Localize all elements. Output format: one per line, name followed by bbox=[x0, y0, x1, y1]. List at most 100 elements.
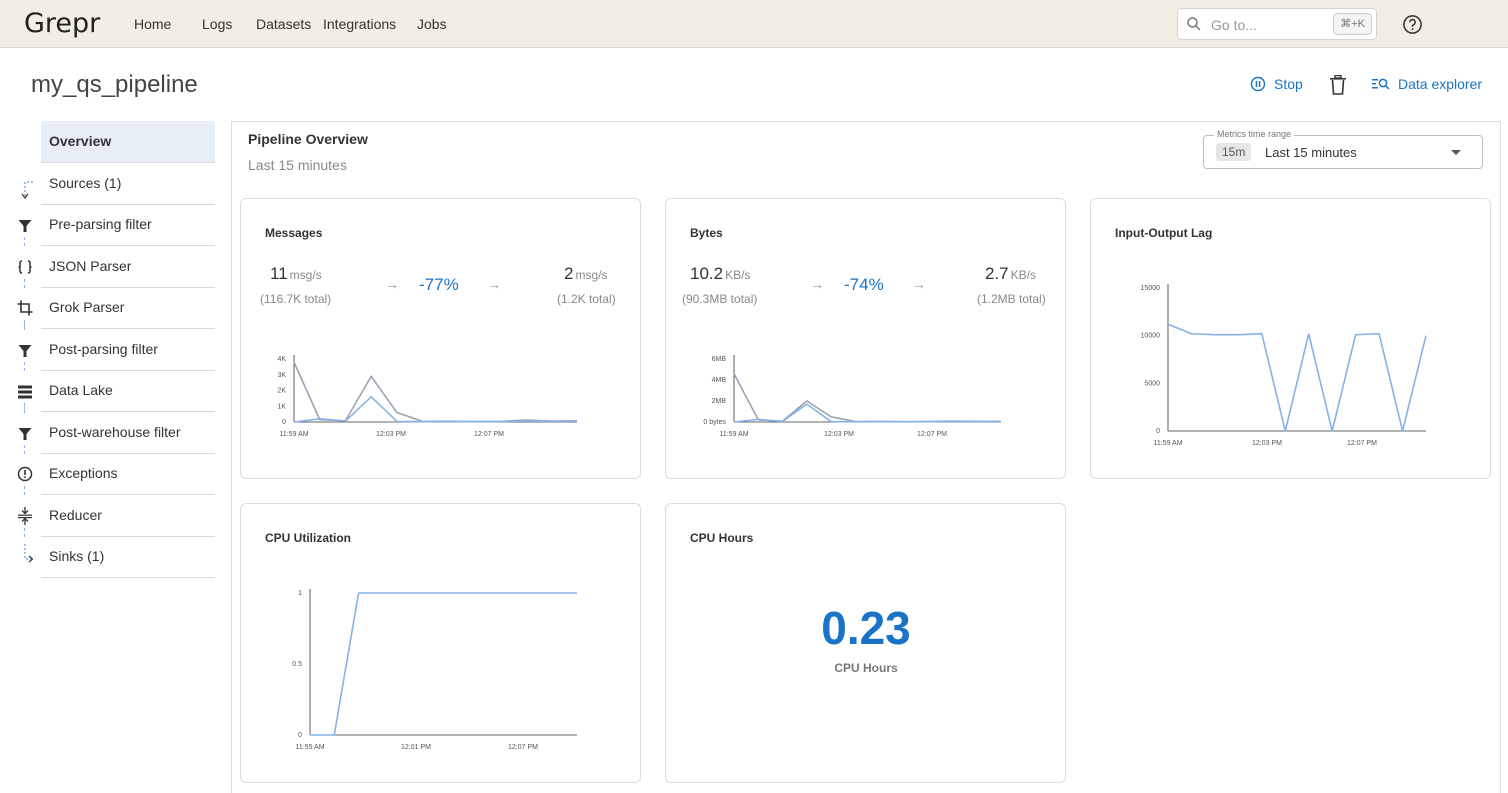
nav-datasets[interactable]: Datasets bbox=[256, 16, 312, 32]
metrics-time-range-select[interactable]: Metrics time range 15m Last 15 minutes bbox=[1203, 129, 1483, 169]
sidebar-item-sources[interactable]: Sources (1) bbox=[41, 163, 215, 205]
arrow-right-icon: → bbox=[385, 276, 399, 292]
cpu-hours-card: CPU Hours 0.23 CPU Hours bbox=[665, 503, 1066, 783]
series-line bbox=[733, 403, 1002, 423]
sidebar-item-json-parser[interactable]: JSON Parser bbox=[41, 246, 215, 288]
x-tick-label: 12:03 PM bbox=[824, 431, 854, 438]
search-icon bbox=[1187, 17, 1201, 31]
delete-icon[interactable] bbox=[1329, 75, 1347, 95]
cpu-utilization-chart: 0 0.5 1 11:55 AM 12:01 PM 12:07 PM bbox=[292, 589, 577, 751]
page-title: my_qs_pipeline bbox=[31, 71, 198, 98]
storage-icon bbox=[18, 385, 32, 399]
series-line bbox=[733, 373, 1002, 423]
series-line bbox=[293, 395, 578, 423]
compress-icon bbox=[18, 507, 32, 525]
x-tick-label: 12:07 PM bbox=[508, 744, 538, 751]
flow-connector bbox=[24, 445, 25, 454]
messages-out-total: (1.2K total) bbox=[557, 292, 616, 306]
y-tick-label: 1 bbox=[298, 590, 302, 597]
alert-circle-icon bbox=[17, 466, 33, 482]
bytes-reduction-percent: -74% bbox=[844, 275, 884, 294]
bytes-in-total: (90.3MB total) bbox=[682, 292, 758, 306]
bytes-in-rate: 10.2 KB/s bbox=[690, 264, 751, 283]
sidebar-item-post-warehouse-filter[interactable]: Post-warehouse filter bbox=[41, 412, 215, 454]
filter-icon bbox=[18, 220, 32, 232]
nav-home[interactable]: Home bbox=[134, 16, 172, 32]
time-range-chip: 15m bbox=[1216, 143, 1252, 161]
y-tick-label: 1K bbox=[277, 403, 286, 410]
data-explorer-button[interactable]: Data explorer bbox=[1372, 76, 1482, 92]
y-tick-label: 0 bbox=[282, 419, 286, 426]
arrow-right-icon: → bbox=[810, 276, 824, 292]
chevron-down-icon bbox=[1451, 150, 1461, 155]
y-tick-label: 6MB bbox=[712, 356, 727, 363]
messages-out-rate: 2 msg/s bbox=[564, 264, 608, 283]
sidebar-item-exceptions[interactable]: Exceptions bbox=[41, 453, 215, 495]
search-input[interactable]: Go to... ⌘+K bbox=[1177, 8, 1377, 40]
dashed-flow-icon bbox=[21, 181, 33, 199]
filter-icon bbox=[18, 428, 32, 440]
sidebar-item-data-lake[interactable]: Data Lake bbox=[41, 370, 215, 412]
data-explorer-icon bbox=[1372, 78, 1390, 90]
y-tick-label: 2K bbox=[277, 388, 286, 395]
bytes-chart: 0 bytes 2MB 4MB 6MB 11:59 AM 12:03 PM 12:07 PM bbox=[703, 355, 1002, 438]
cpu-hours-value: 0.23 bbox=[821, 602, 911, 654]
time-range-legend: Metrics time range bbox=[1214, 129, 1295, 139]
pause-circle-icon bbox=[1250, 76, 1266, 92]
y-tick-label: 2MB bbox=[712, 398, 727, 405]
lag-chart: 0 5000 10000 15000 11:59 AM 12:03 PM 12:07 PM bbox=[1141, 284, 1427, 447]
crop-icon bbox=[17, 300, 33, 316]
bytes-out-rate: 2.7 KB/s bbox=[985, 264, 1036, 283]
bytes-out-total: (1.2MB total) bbox=[977, 292, 1046, 306]
sidebar-item-sinks[interactable]: Sinks (1) bbox=[41, 536, 215, 578]
y-tick-label: 4K bbox=[277, 356, 286, 363]
y-tick-label: 10000 bbox=[1141, 333, 1161, 340]
cpu-utilization-card: CPU Utilization 0 0.5 1 11:55 AM 12:01 PM 12:… bbox=[240, 503, 641, 783]
nav-jobs[interactable]: Jobs bbox=[417, 16, 447, 32]
x-tick-label: 12:07 PM bbox=[474, 431, 504, 438]
data-explorer-label: Data explorer bbox=[1398, 76, 1483, 92]
sidebar-item-overview[interactable]: Overview bbox=[41, 121, 215, 163]
arrow-right-icon: → bbox=[912, 276, 926, 292]
grepr-logo[interactable]: Grepr bbox=[24, 8, 101, 39]
stop-label: Stop bbox=[1274, 76, 1303, 92]
x-tick-label: 12:07 PM bbox=[1347, 440, 1377, 447]
sidebar-item-grok-parser[interactable]: Grok Parser bbox=[41, 287, 215, 329]
flow-connector bbox=[24, 486, 25, 495]
search-shortcut-badge: ⌘+K bbox=[1333, 13, 1372, 35]
help-icon[interactable] bbox=[1402, 14, 1423, 35]
series-line bbox=[310, 592, 577, 736]
nav-integrations[interactable]: Integrations bbox=[323, 16, 397, 32]
sidebar-item-reducer[interactable]: Reducer bbox=[41, 495, 215, 537]
arrow-right-icon: → bbox=[487, 276, 501, 292]
messages-reduction-percent: -77% bbox=[419, 275, 459, 294]
cpu-hours-label: CPU Hours bbox=[834, 661, 898, 675]
messages-card: Messages 11 msg/s (116.7K total) → -77% →… bbox=[240, 198, 641, 479]
messages-title: Messages bbox=[265, 226, 323, 240]
cpu-hours-title: CPU Hours bbox=[690, 531, 754, 545]
overview-title: Pipeline Overview bbox=[248, 131, 368, 147]
messages-in-rate: 11 msg/s bbox=[270, 264, 322, 283]
sidebar-item-pre-parsing-filter[interactable]: Pre-parsing filter bbox=[41, 204, 215, 246]
flow-connector bbox=[24, 362, 25, 371]
y-tick-label: 5000 bbox=[1144, 380, 1160, 387]
search-placeholder: Go to... bbox=[1211, 17, 1257, 33]
braces-icon bbox=[18, 260, 32, 274]
bytes-title: Bytes bbox=[690, 226, 723, 240]
flow-connector bbox=[24, 237, 25, 246]
messages-in-total: (116.7K total) bbox=[260, 292, 332, 306]
sidebar-item-post-parsing-filter[interactable]: Post-parsing filter bbox=[41, 329, 215, 371]
messages-chart: 0 1K 2K 3K 4K 11:59 AM 12:03 PM 12:07 PM bbox=[277, 355, 578, 438]
lag-title: Input-Output Lag bbox=[1115, 226, 1213, 240]
y-tick-label: 0 bytes bbox=[703, 419, 726, 426]
y-tick-label: 3K bbox=[277, 372, 286, 379]
x-tick-label: 11:59 AM bbox=[1153, 440, 1182, 447]
series-line bbox=[1167, 323, 1427, 432]
stop-button[interactable]: Stop bbox=[1250, 76, 1303, 92]
nav-logs[interactable]: Logs bbox=[202, 16, 233, 32]
filter-icon bbox=[18, 345, 32, 357]
y-tick-label: 0 bbox=[1156, 428, 1160, 435]
dashed-flow-icon bbox=[24, 544, 33, 563]
cpu-utilization-title: CPU Utilization bbox=[265, 531, 351, 545]
x-tick-label: 12:07 PM bbox=[917, 431, 947, 438]
